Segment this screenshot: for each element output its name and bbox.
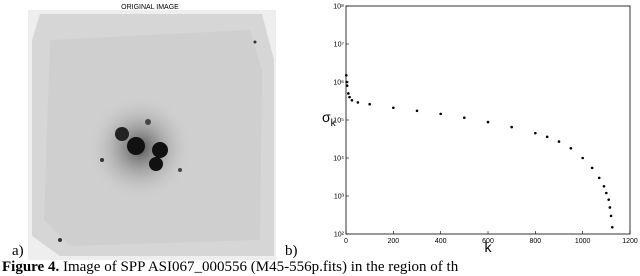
- y-tick-label: 10⁸: [333, 4, 344, 11]
- data-point: [608, 206, 612, 209]
- y-tick-label: 10²: [334, 232, 345, 239]
- image-title: ORIGINAL IMAGE: [121, 4, 179, 11]
- data-point: [439, 112, 442, 116]
- x-axis-label: k: [485, 239, 493, 255]
- data-point: [545, 135, 549, 139]
- data-point: [368, 102, 371, 106]
- y-tick-label: 10⁷: [334, 42, 345, 49]
- data-point: [609, 214, 613, 218]
- caption-text: Image of SPP ASI067_000556 (M45-556p.fit…: [63, 259, 459, 275]
- data-point: [605, 191, 608, 195]
- data-point: [415, 109, 419, 113]
- data-point: [392, 106, 395, 110]
- x-tick-label: 1200: [622, 238, 638, 245]
- y-tick-label: 10⁴: [333, 156, 344, 163]
- data-point: [610, 226, 614, 229]
- x-tick-label: 800: [529, 238, 541, 245]
- x-tick-label: 1000: [575, 238, 591, 245]
- data-point: [486, 120, 490, 124]
- data-point: [534, 131, 537, 135]
- x-tick-label: 600: [482, 238, 494, 245]
- y-axis-label: σk: [322, 109, 337, 129]
- data-point: [344, 74, 348, 77]
- data-point: [463, 116, 466, 119]
- data-point: [590, 166, 594, 170]
- y-label-symbol: σ: [322, 109, 331, 125]
- plot-frame: [345, 5, 631, 235]
- data-point: [345, 80, 349, 84]
- sky-image: [28, 10, 276, 260]
- panel-label: b): [285, 243, 298, 259]
- x-tick-label: 400: [435, 238, 447, 245]
- data-point: [557, 140, 561, 143]
- y-tick-label: 10³: [334, 194, 345, 201]
- data-point: [602, 184, 606, 188]
- y-tick-label: 10⁵: [333, 118, 344, 125]
- x-tick-label: 0: [344, 238, 348, 245]
- data-point: [569, 146, 573, 150]
- panel-label: a): [12, 243, 24, 259]
- data-point: [350, 98, 354, 102]
- data-point: [607, 198, 610, 201]
- data-point: [345, 84, 349, 87]
- caption: Figure 4. Image of SPP ASI067_000556 (M4…: [2, 259, 459, 275]
- data-point: [597, 176, 601, 180]
- data-point: [356, 101, 360, 104]
- x-tick-label: 200: [387, 238, 399, 245]
- caption-label: Figure 4.: [2, 259, 59, 275]
- data-point: [510, 125, 513, 129]
- y-label-subscript: k: [331, 118, 337, 129]
- y-tick-label: 10⁶: [333, 80, 344, 87]
- data-point: [347, 92, 350, 95]
- data-point: [348, 95, 351, 99]
- data-point: [581, 156, 584, 160]
